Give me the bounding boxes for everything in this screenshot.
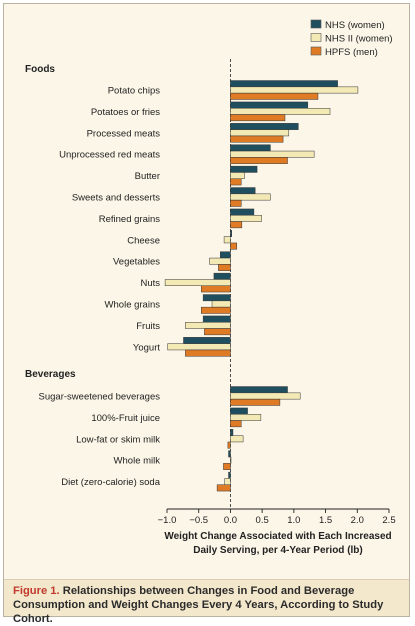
bar — [230, 429, 234, 436]
category-label: Whole milk — [114, 456, 161, 467]
category-label: Butter — [135, 171, 160, 182]
x-tick-label: 2.5 — [382, 515, 395, 526]
caption-text: Relationships between Changes in Food an… — [13, 585, 384, 625]
category-label: Potato chips — [108, 86, 161, 97]
bar — [220, 251, 231, 259]
bar-chart: NHS (women) NHS II (women) HPFS (men) Foods… — [25, 19, 396, 556]
bar — [216, 484, 231, 492]
bar — [164, 279, 231, 287]
bar — [230, 135, 284, 143]
bar — [230, 114, 286, 122]
bar — [230, 435, 244, 443]
x-tick-label: 0.0 — [224, 515, 237, 526]
legend-label: NHS (women) — [325, 20, 385, 31]
bar — [230, 407, 248, 415]
x-axis-label: Daily Serving, per 4-Year Period (lb) — [193, 545, 363, 556]
bar — [230, 86, 359, 94]
category-label: Nuts — [140, 278, 160, 289]
bar — [227, 441, 231, 449]
bar — [230, 80, 338, 88]
bar — [230, 187, 256, 195]
category-label: Unprocessed red meats — [59, 150, 160, 161]
bar — [230, 144, 271, 152]
category-label: Vegetables — [113, 257, 160, 268]
category-label: Refined grains — [99, 214, 161, 225]
x-tick-label: −0.5 — [189, 515, 208, 526]
bar — [228, 450, 231, 458]
bar — [223, 463, 231, 470]
bar — [230, 456, 232, 464]
legend-swatch — [310, 33, 322, 42]
bar — [230, 230, 232, 237]
bar — [230, 123, 299, 130]
x-tick-label: 1.5 — [319, 515, 332, 526]
bar — [224, 478, 231, 486]
bar — [230, 199, 242, 207]
bar — [230, 193, 271, 201]
bar — [201, 285, 231, 293]
bar — [209, 257, 231, 265]
bar — [230, 386, 288, 394]
category-label: Yogurt — [133, 342, 160, 353]
bar — [230, 398, 281, 406]
bar — [230, 221, 243, 229]
bar — [230, 165, 258, 173]
x-tick-label: −1.0 — [158, 515, 177, 526]
legend-swatch — [310, 19, 322, 29]
bar — [223, 236, 231, 244]
category-label: Potatoes or fries — [91, 107, 160, 118]
bar — [230, 215, 262, 222]
bar — [230, 414, 262, 421]
bar — [201, 306, 231, 314]
category-label: Diet (zero-calorie) soda — [61, 477, 160, 488]
legend-label: HPFS (men) — [325, 47, 378, 58]
bar — [202, 315, 231, 323]
figure-caption: Figure 1. Relationships between Changes … — [4, 579, 409, 625]
bar — [183, 337, 231, 344]
group-title: Foods — [25, 64, 55, 75]
bar — [230, 242, 238, 250]
bar — [230, 108, 331, 115]
category-label: Low-fat or skim milk — [76, 434, 160, 445]
bar — [230, 101, 309, 109]
bar — [167, 343, 231, 351]
group-title: Beverages — [25, 369, 76, 380]
category-label: Whole grains — [105, 300, 161, 311]
bar — [228, 471, 231, 479]
legend-label: NHS II (women) — [325, 34, 393, 45]
bar — [230, 208, 255, 216]
category-label: Sweets and desserts — [72, 193, 160, 204]
figure-frame: NHS (women) NHS II (women) HPFS (men) Foods… — [3, 3, 411, 625]
bar — [218, 264, 231, 271]
chart-area: NHS (women) NHS II (women) HPFS (men) Foods… — [4, 4, 411, 579]
bar — [230, 129, 290, 137]
bar — [230, 92, 319, 100]
x-tick-label: 1.0 — [287, 515, 300, 526]
x-tick-label: 2.0 — [351, 515, 364, 526]
bar — [185, 322, 231, 329]
bar — [230, 150, 315, 158]
category-label: Sugar-sweetened beverages — [39, 392, 161, 403]
category-label: 100%-Fruit juice — [91, 413, 160, 424]
bar — [202, 294, 231, 302]
bar — [230, 392, 301, 400]
bar — [230, 178, 242, 186]
x-tick-label: 0.5 — [256, 515, 269, 526]
category-label: Processed meats — [87, 128, 161, 139]
legend-swatch — [310, 46, 322, 56]
category-label: Cheese — [127, 235, 160, 246]
bar — [230, 420, 242, 428]
figure-label: Figure 1. — [13, 585, 60, 597]
bar — [204, 328, 231, 336]
bar — [185, 349, 231, 357]
category-label: Fruits — [136, 321, 160, 332]
bar — [213, 272, 231, 280]
bar — [230, 172, 245, 179]
bar — [211, 300, 231, 308]
x-axis-label: Weight Change Associated with Each Incre… — [164, 531, 391, 542]
bar — [230, 157, 288, 164]
